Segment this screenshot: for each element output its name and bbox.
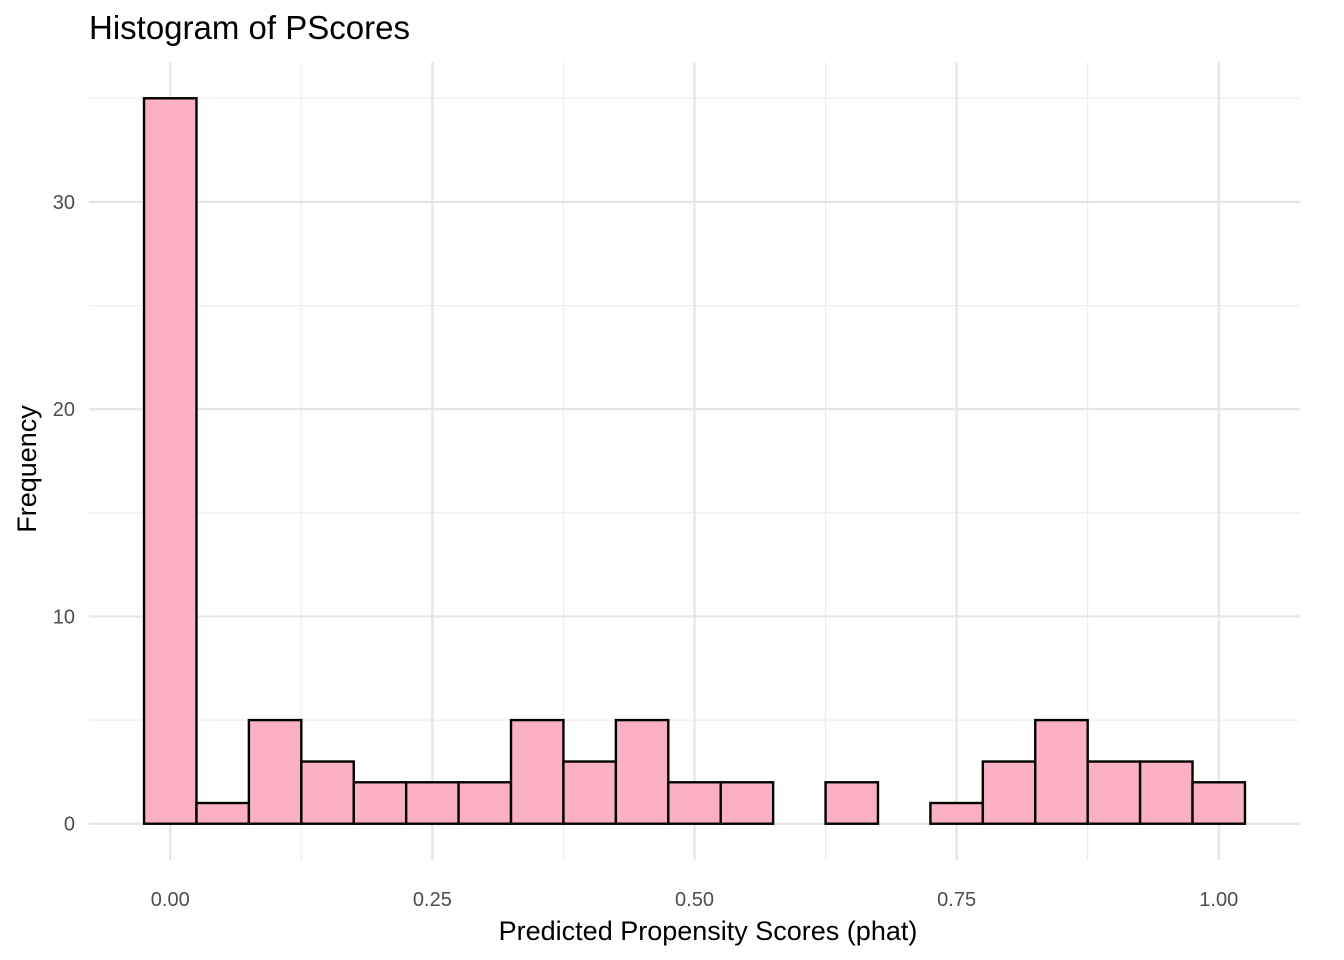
histogram-bar: [824, 781, 880, 825]
x-tick-label: 0.00: [151, 889, 190, 911]
histogram-bar: [981, 760, 1037, 825]
histogram-bar: [562, 760, 618, 825]
histogram-bar: [667, 781, 722, 825]
histogram-bar: [247, 718, 303, 825]
histogram-bar: [1138, 760, 1194, 825]
histogram-bar: [1086, 760, 1142, 825]
y-tick-label: 20: [53, 399, 75, 421]
y-tick-label: 30: [53, 192, 75, 214]
histogram-bar: [352, 781, 408, 825]
y-axis-ticks: 0 10 20 30: [53, 192, 75, 836]
histogram-bar: [404, 781, 460, 825]
x-tick-label: 1.00: [1199, 889, 1238, 911]
y-tick-label: 0: [64, 814, 75, 836]
histogram-bar: [614, 718, 670, 825]
y-tick-label: 10: [53, 606, 75, 628]
histogram-bar: [929, 801, 985, 825]
histogram-bar: [195, 801, 251, 825]
histogram-bar: [142, 97, 198, 825]
chart-title: Histogram of PScores: [89, 9, 410, 46]
histogram-bars: [142, 97, 1247, 825]
x-tick-label: 0.25: [413, 889, 452, 911]
x-axis-ticks: 0.00 0.25 0.50 0.75 1.00: [151, 889, 1238, 911]
y-axis-title: Frequency: [12, 405, 42, 533]
histogram-bar: [509, 718, 565, 825]
x-axis-title: Predicted Propensity Scores (phat): [499, 916, 918, 946]
histogram-bar: [457, 781, 513, 825]
histogram-bar: [1191, 781, 1247, 825]
x-tick-label: 0.75: [937, 889, 976, 911]
histogram-bar: [1034, 718, 1089, 825]
histogram-bar: [300, 760, 355, 825]
x-tick-label: 0.50: [675, 889, 714, 911]
histogram-bar: [719, 781, 775, 825]
